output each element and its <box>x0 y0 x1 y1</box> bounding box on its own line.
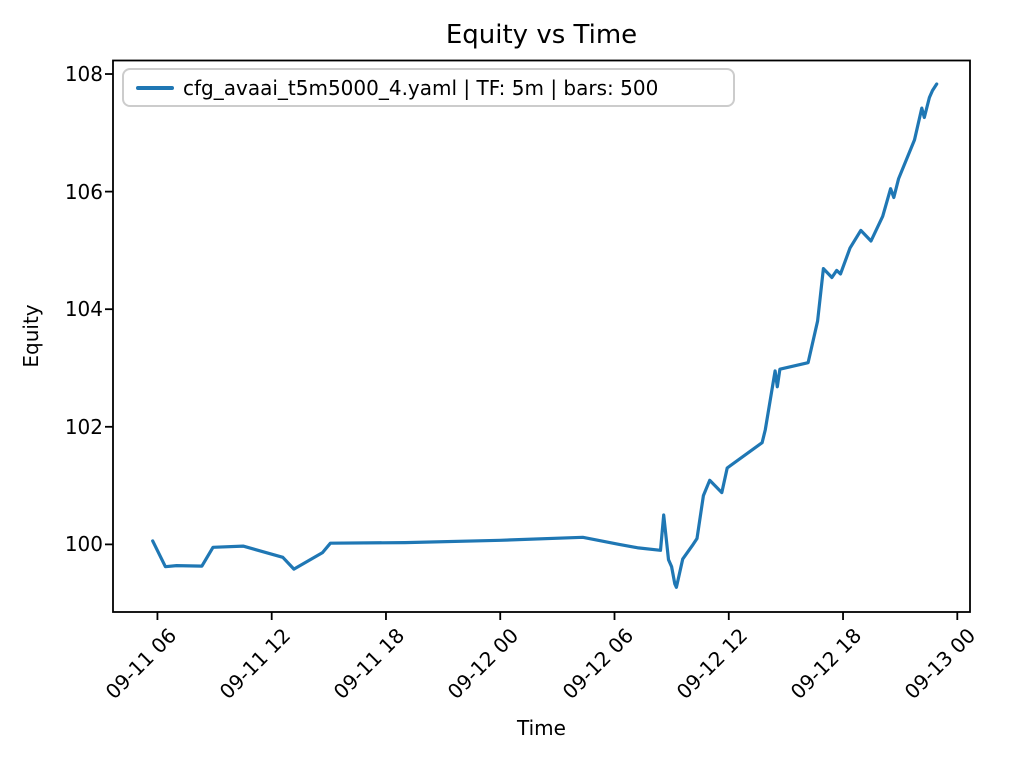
y-tick-label: 108 <box>64 62 103 87</box>
chart-title: Equity vs Time <box>445 20 638 50</box>
y-tick-label: 104 <box>64 297 103 322</box>
legend-series-label: cfg_avaai_t5m5000_4.yaml | TF: 5m | bars… <box>183 76 659 100</box>
equity-line-series <box>151 82 939 589</box>
plot-frame <box>112 59 971 613</box>
y-tick-label: 102 <box>64 414 103 439</box>
axis-tick-marks <box>105 73 959 620</box>
x-axis-label: Time <box>517 716 566 740</box>
y-tick-label: 100 <box>64 532 103 557</box>
y-tick-label: 106 <box>64 179 103 204</box>
legend: cfg_avaai_t5m5000_4.yaml | TF: 5m | bars… <box>122 68 735 107</box>
legend-line-sample-icon <box>136 86 174 90</box>
